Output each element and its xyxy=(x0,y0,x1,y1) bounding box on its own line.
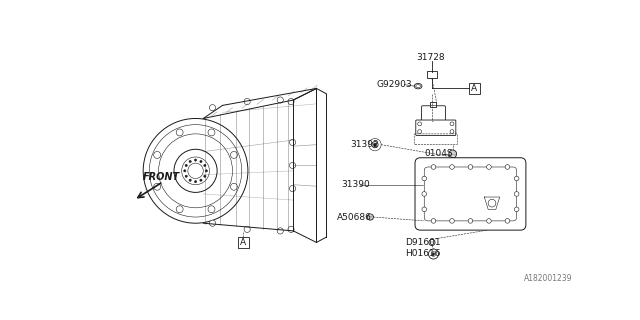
Circle shape xyxy=(418,122,422,126)
Circle shape xyxy=(154,183,161,190)
Circle shape xyxy=(185,164,188,167)
Circle shape xyxy=(515,176,519,181)
Bar xyxy=(469,83,480,94)
Bar xyxy=(428,71,436,78)
Circle shape xyxy=(369,139,381,151)
Text: 0104S: 0104S xyxy=(424,149,453,158)
Circle shape xyxy=(289,162,296,169)
Circle shape xyxy=(450,219,454,223)
Circle shape xyxy=(244,226,250,232)
Circle shape xyxy=(450,122,454,126)
Circle shape xyxy=(429,239,435,245)
Circle shape xyxy=(200,179,202,181)
Circle shape xyxy=(486,165,492,169)
Circle shape xyxy=(449,150,456,158)
Circle shape xyxy=(422,192,427,196)
Text: A50686: A50686 xyxy=(337,212,372,221)
Circle shape xyxy=(277,97,284,103)
Circle shape xyxy=(189,160,191,163)
Text: A: A xyxy=(471,84,477,93)
FancyBboxPatch shape xyxy=(415,158,526,230)
Circle shape xyxy=(289,186,296,192)
Text: A: A xyxy=(240,238,246,247)
Circle shape xyxy=(205,170,207,172)
Circle shape xyxy=(468,165,473,169)
Text: A182001239: A182001239 xyxy=(524,274,573,283)
Circle shape xyxy=(289,139,296,145)
Circle shape xyxy=(372,141,378,148)
Circle shape xyxy=(431,219,436,223)
Circle shape xyxy=(204,175,206,177)
Circle shape xyxy=(204,164,206,167)
Circle shape xyxy=(209,105,216,111)
Circle shape xyxy=(422,176,427,181)
Circle shape xyxy=(288,99,294,105)
Text: 31728: 31728 xyxy=(417,53,445,62)
Circle shape xyxy=(486,219,492,223)
Text: FRONT: FRONT xyxy=(143,172,180,182)
Circle shape xyxy=(185,175,188,177)
Bar xyxy=(429,102,436,107)
Text: 31392: 31392 xyxy=(350,140,379,149)
Circle shape xyxy=(208,206,215,213)
Circle shape xyxy=(373,143,376,146)
FancyBboxPatch shape xyxy=(422,106,445,122)
Circle shape xyxy=(195,159,196,161)
Circle shape xyxy=(433,253,435,255)
Circle shape xyxy=(208,129,215,136)
Circle shape xyxy=(515,192,519,196)
Text: H01616: H01616 xyxy=(405,250,440,259)
Circle shape xyxy=(431,165,436,169)
Circle shape xyxy=(230,151,237,158)
Ellipse shape xyxy=(414,84,422,89)
Circle shape xyxy=(154,151,161,158)
FancyBboxPatch shape xyxy=(416,120,456,135)
Circle shape xyxy=(450,130,454,133)
Circle shape xyxy=(505,219,509,223)
Circle shape xyxy=(200,160,202,163)
Circle shape xyxy=(367,214,373,220)
Text: 31390: 31390 xyxy=(341,180,370,189)
Circle shape xyxy=(189,179,191,181)
Circle shape xyxy=(195,180,196,183)
Text: G92903: G92903 xyxy=(376,80,412,89)
Circle shape xyxy=(288,226,294,232)
Circle shape xyxy=(244,99,250,105)
Circle shape xyxy=(468,219,473,223)
Circle shape xyxy=(176,206,183,213)
Text: D91601: D91601 xyxy=(405,238,440,247)
Circle shape xyxy=(505,165,509,169)
Circle shape xyxy=(277,228,284,234)
Circle shape xyxy=(450,165,454,169)
Circle shape xyxy=(515,207,519,212)
Circle shape xyxy=(176,129,183,136)
Circle shape xyxy=(422,207,427,212)
Bar xyxy=(238,237,249,248)
Circle shape xyxy=(429,249,438,259)
Circle shape xyxy=(230,183,237,190)
Circle shape xyxy=(184,170,186,172)
Circle shape xyxy=(431,252,436,256)
Circle shape xyxy=(209,220,216,226)
Circle shape xyxy=(418,130,422,133)
